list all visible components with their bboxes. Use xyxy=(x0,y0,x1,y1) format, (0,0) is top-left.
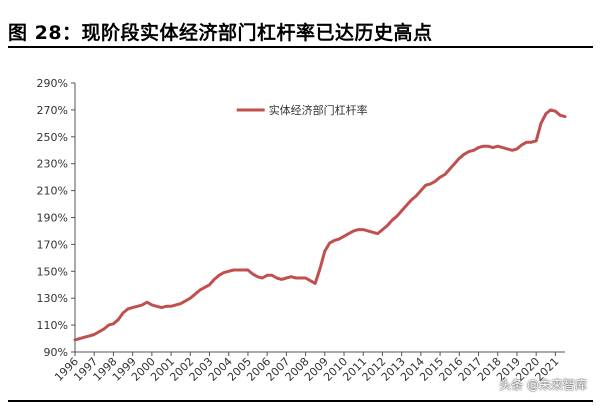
legend-label: 实体经济部门杠杆率 xyxy=(269,103,368,117)
y-tick-label: 210% xyxy=(37,185,68,198)
y-tick-label: 110% xyxy=(37,319,68,332)
bottom-divider xyxy=(8,400,593,402)
y-tick-label: 90% xyxy=(44,346,68,359)
page-title: 图 28：现阶段实体经济部门杠杆率已达历史高点 xyxy=(8,22,433,44)
title-divider xyxy=(8,46,593,48)
y-tick-label: 170% xyxy=(37,238,68,251)
legend: 实体经济部门杠杆率 xyxy=(236,103,368,117)
y-tick-label: 250% xyxy=(37,131,68,144)
y-tick-label: 290% xyxy=(37,77,68,90)
series-layer xyxy=(73,108,567,342)
y-axis: 90% 110% 130% 150% 170% 190% 210% 230% 250% 270% 2… xyxy=(37,77,76,359)
watermark: 头条 @未来智库 xyxy=(499,378,587,392)
x-axis: 1996199719981999200020012002200320042005… xyxy=(52,351,565,384)
series-line xyxy=(73,108,567,342)
y-tick-label: 230% xyxy=(37,158,68,171)
y-tick-label: 130% xyxy=(37,292,68,305)
y-tick-label: 150% xyxy=(37,265,68,278)
y-tick-label: 270% xyxy=(37,104,68,117)
y-tick-label: 190% xyxy=(37,212,68,225)
